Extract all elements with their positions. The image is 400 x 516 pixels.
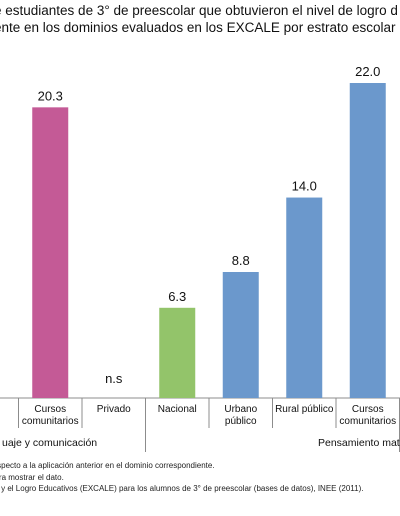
footnote-1: respecto a la aplicación anterior en el … xyxy=(0,461,215,470)
category-label: Nacional xyxy=(158,404,197,415)
bar xyxy=(349,83,386,398)
category-label: comunitarios xyxy=(22,416,79,427)
group-label: uaje y comunicación xyxy=(2,437,97,449)
footnote-3: ad y el Logro Educativos (EXCALE) para l… xyxy=(0,484,364,493)
data-label: n.s xyxy=(105,371,123,386)
category-label: Cursos xyxy=(352,404,384,415)
footnotes: respecto a la aplicación anterior en el … xyxy=(0,460,400,495)
bar xyxy=(286,197,323,398)
bar xyxy=(222,272,259,398)
category-label: Privado xyxy=(97,404,131,415)
footnote-2: para mostrar el dato. xyxy=(0,472,64,482)
category-label: comunitarios xyxy=(339,416,396,427)
data-label: 6.3 xyxy=(168,289,186,304)
category-label: Cursos xyxy=(34,404,66,415)
category-label: Rural público xyxy=(275,404,334,415)
group-label: Pensamiento mat xyxy=(318,437,400,449)
category-label: Urbano xyxy=(224,404,257,415)
bar-chart: co20.3Cursoscomunitariosn.sPrivado6.3Nac… xyxy=(0,64,400,452)
data-label: 14.0 xyxy=(292,179,317,194)
bar xyxy=(159,307,196,398)
chart-title: e estudiantes de 3° de preescolar que ob… xyxy=(0,2,400,36)
chart-title-line-2: ente en los dominios evaluados en los EX… xyxy=(0,20,400,35)
category-label: público xyxy=(225,416,257,427)
chart-title-line-1: e estudiantes de 3° de preescolar que ob… xyxy=(0,3,398,18)
data-label: 22.0 xyxy=(355,64,380,79)
bar xyxy=(32,107,69,398)
data-label: 8.8 xyxy=(232,253,250,268)
data-label: 20.3 xyxy=(38,88,63,103)
